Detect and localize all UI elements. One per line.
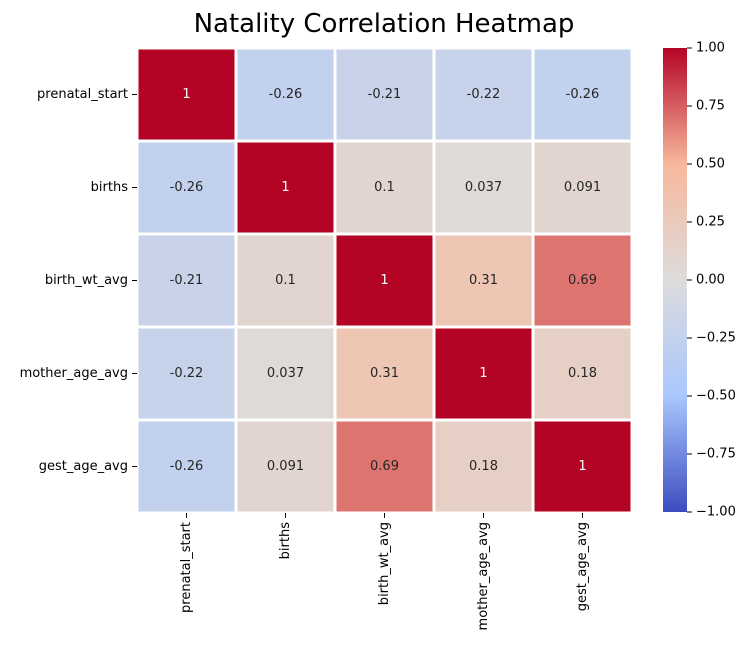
x-tick-label-0: prenatal_start: [179, 522, 194, 613]
cell-label-2-1: 0.1: [275, 273, 296, 288]
cell-label-3-3: 1: [479, 366, 487, 381]
colorbar-tick-label-4: 0.00: [696, 273, 725, 288]
heatmap-cell-4-1: [234, 418, 337, 515]
y-tick-label-1: births: [91, 180, 129, 195]
cell-label-3-2: 0.31: [370, 366, 399, 381]
cell-label-4-2: 0.69: [370, 459, 399, 474]
heatmap-cell-4-2: [333, 418, 436, 515]
y-tick-label-2: birth_wt_avg: [45, 273, 128, 288]
colorbar-tick-label-8: −1.00: [696, 505, 736, 520]
colorbar-tick-label-3: 0.25: [696, 215, 725, 230]
cell-label-0-0: 1: [182, 87, 190, 102]
heatmap-cell-3-1: [234, 325, 337, 422]
y-tick-label-4: gest_age_avg: [39, 459, 128, 474]
cell-label-0-2: -0.21: [368, 87, 402, 102]
y-tick-label-0: prenatal_start: [37, 87, 128, 102]
x-tick-label-2: birth_wt_avg: [377, 522, 392, 605]
heatmap-cell-1-2: [333, 139, 436, 236]
heatmap-cell-labels: 1 -0.26 -0.21 -0.22 -0.26 -0.26 1 0.1 0.037 0.091…: [170, 87, 601, 474]
cell-label-1-4: 0.091: [564, 180, 601, 195]
heatmap-cell-2-1: [234, 232, 337, 329]
cell-label-1-0: -0.26: [170, 180, 204, 195]
colorbar-tick-label-6: −0.50: [696, 389, 736, 404]
x-tick-label-4: gest_age_avg: [575, 522, 590, 611]
x-tick-label-3: mother_age_avg: [476, 522, 491, 630]
cell-label-4-1: 0.091: [267, 459, 304, 474]
cell-label-2-2: 1: [380, 273, 388, 288]
x-tick-label-1: births: [278, 522, 293, 560]
cell-label-4-4: 1: [578, 459, 586, 474]
colorbar-tick-label-0: 1.00: [696, 41, 725, 56]
cell-label-2-3: 0.31: [469, 273, 498, 288]
colorbar-tick-label-2: 0.50: [696, 157, 725, 172]
cell-label-0-3: -0.22: [467, 87, 501, 102]
cell-label-3-0: -0.22: [170, 366, 204, 381]
colorbar-tick-label-1: 0.75: [696, 99, 725, 114]
cell-label-1-3: 0.037: [465, 180, 502, 195]
chart-title: Natality Correlation Heatmap: [194, 9, 575, 39]
cell-label-2-0: -0.21: [170, 273, 204, 288]
cell-label-4-3: 0.18: [469, 459, 498, 474]
cell-label-0-4: -0.26: [566, 87, 600, 102]
cell-label-4-0: -0.26: [170, 459, 204, 474]
colorbar: [663, 48, 687, 512]
colorbar-tick-label-7: −0.75: [696, 447, 736, 462]
heatmap-cell-3-3: [432, 325, 535, 422]
heatmap-cell-1-4: [531, 139, 634, 236]
y-tick-label-3: mother_age_avg: [20, 366, 128, 381]
cell-label-3-4: 0.18: [568, 366, 597, 381]
cell-label-0-1: -0.26: [269, 87, 303, 102]
colorbar-ticks: 1.00 0.75 0.50 0.25 0.00 −0.25 −0.50 −0.75 −1.00: [687, 41, 736, 520]
x-axis-ticks: prenatal_start births birth_wt_avg mother_a…: [179, 513, 590, 630]
heatmap-cell-0-1: [234, 46, 337, 143]
cell-label-1-2: 0.1: [374, 180, 395, 195]
cell-label-2-4: 0.69: [568, 273, 597, 288]
cell-label-3-1: 0.037: [267, 366, 304, 381]
heatmap-cell-3-4: [531, 325, 634, 422]
heatmap-cell-2-3: [432, 232, 535, 329]
colorbar-tick-label-5: −0.25: [696, 331, 736, 346]
cell-label-1-1: 1: [281, 180, 289, 195]
heatmap-cells: [135, 46, 634, 515]
